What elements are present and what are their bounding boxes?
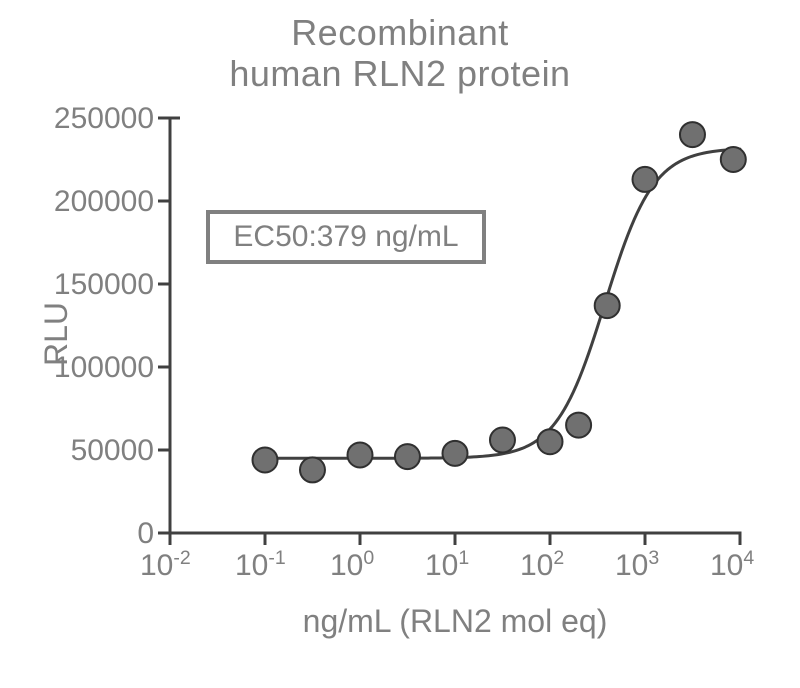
y-tick-label: 0	[137, 517, 154, 551]
x-tick-label: 102	[520, 549, 564, 583]
y-tick-label: 150000	[54, 268, 154, 302]
y-tick-label: 100000	[54, 351, 154, 385]
y-tick-label: 200000	[54, 185, 154, 219]
x-tick-label: 101	[425, 549, 469, 583]
chart-canvas: { "chart": { "type": "scatter", "title_l…	[0, 0, 800, 688]
y-tick-label: 50000	[71, 434, 154, 468]
x-tick-label: 100	[330, 549, 374, 583]
x-tick-label: 103	[615, 549, 659, 583]
x-tick-label: 104	[710, 549, 754, 583]
y-tick-label: 250000	[54, 102, 154, 136]
x-tick-label: 10-2	[140, 549, 191, 583]
x-tick-label: 10-1	[235, 549, 286, 583]
